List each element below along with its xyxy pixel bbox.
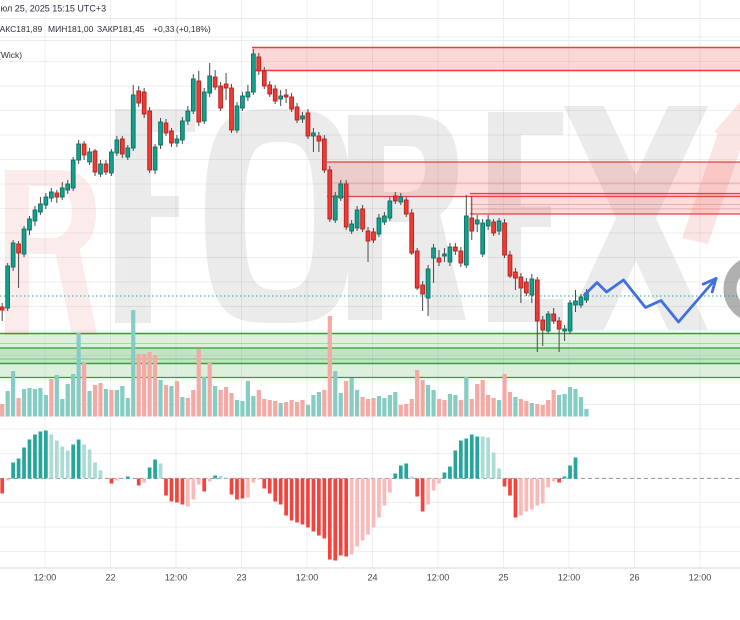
svg-text:26: 26 [629, 573, 639, 583]
svg-text:Июл 25, 2025 15:15 UTC+3: Июл 25, 2025 15:15 UTC+3 [0, 4, 106, 14]
svg-text:12:00: 12:00 [165, 573, 188, 583]
svg-text:+0,33: +0,33 [153, 24, 175, 34]
svg-text:12:00: 12:00 [689, 573, 712, 583]
svg-text:22: 22 [105, 573, 115, 583]
svg-text:12:00: 12:00 [558, 573, 581, 583]
svg-text:(+0,18%): (+0,18%) [176, 24, 211, 34]
svg-text:12:00: 12:00 [427, 573, 450, 583]
svg-text:МАКС181,89: МАКС181,89 [0, 24, 43, 34]
svg-text:12:00: 12:00 [34, 573, 57, 583]
svg-text:23: 23 [236, 573, 246, 583]
svg-text:МИН181,00: МИН181,00 [48, 24, 94, 34]
svg-text:24: 24 [367, 573, 377, 583]
svg-text:12:00: 12:00 [296, 573, 319, 583]
svg-text:25: 25 [498, 573, 508, 583]
svg-text:ЗАКР181,45: ЗАКР181,45 [97, 24, 145, 34]
svg-text:(Wick): (Wick) [0, 50, 22, 60]
